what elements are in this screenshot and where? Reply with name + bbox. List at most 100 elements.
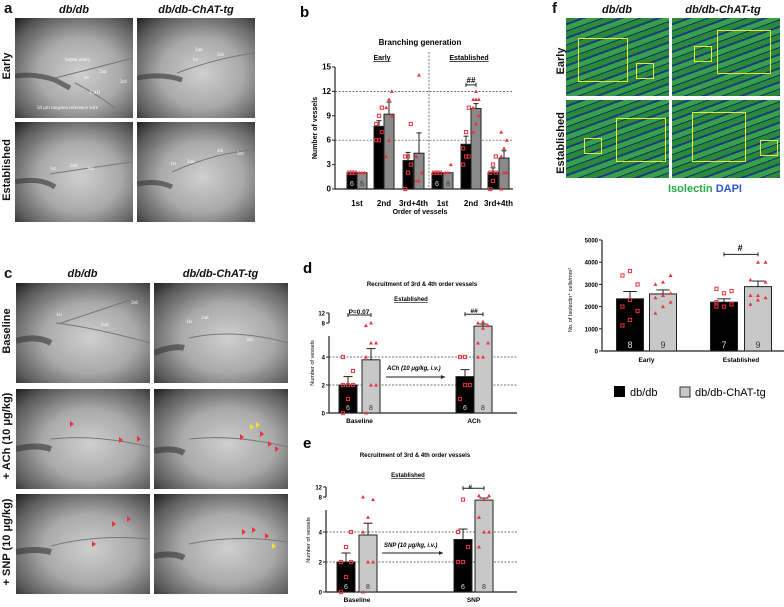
column-title-dbdb: db/db xyxy=(602,4,632,16)
y-tick-label: 4000 xyxy=(585,261,599,267)
significance-label: ## xyxy=(467,76,476,85)
data-point xyxy=(467,382,473,388)
data-point xyxy=(455,559,461,565)
data-point xyxy=(486,323,491,328)
data-point xyxy=(387,97,391,102)
data-point xyxy=(340,410,346,416)
data-point xyxy=(502,170,506,175)
data-point xyxy=(504,170,509,175)
data-point xyxy=(417,178,421,183)
chart-b-group-early: Early xyxy=(373,55,390,62)
label-second: 2nd xyxy=(101,323,109,328)
bar-db-db xyxy=(487,172,499,190)
legend: db/db db/db-ChAT-tg xyxy=(614,386,766,399)
y-tick-label: 4 xyxy=(319,531,323,537)
bar-db-db-chat-tg xyxy=(413,152,425,190)
data-point xyxy=(476,545,481,549)
data-point xyxy=(502,146,506,150)
data-point xyxy=(348,559,354,565)
data-point xyxy=(350,382,356,388)
data-point xyxy=(448,162,453,167)
chart-f-ylabel: No. of Isolectin⁺ cells/mm² xyxy=(567,268,574,333)
data-point xyxy=(729,288,734,294)
y-tick-label: 3000 xyxy=(585,283,599,289)
data-point xyxy=(461,162,466,167)
data-point xyxy=(443,170,448,175)
x-category-label: 3rd+4th xyxy=(484,199,513,208)
angiogram-ach-dbdb xyxy=(16,389,150,489)
isolectin-image-early-dbdb xyxy=(566,18,669,96)
data-point xyxy=(487,530,492,534)
data-point xyxy=(461,146,466,151)
data-point xyxy=(653,311,658,315)
data-point xyxy=(487,493,492,498)
data-point xyxy=(763,280,768,284)
angiogram-snp-dbdb xyxy=(16,494,150,594)
label-reference-wire: 50 μm tungsten reference wire xyxy=(37,106,98,111)
data-point xyxy=(389,89,394,93)
data-point xyxy=(455,529,461,535)
data-point xyxy=(627,317,633,323)
data-point xyxy=(374,121,379,127)
bar-db-db-chat-tg xyxy=(474,499,494,593)
data-point xyxy=(463,129,469,135)
data-point xyxy=(419,170,424,175)
y-tick-label: 12 xyxy=(322,87,331,96)
data-point xyxy=(384,105,389,110)
data-point xyxy=(369,321,373,325)
data-point xyxy=(493,154,498,159)
data-point xyxy=(374,383,379,387)
data-point xyxy=(417,73,421,77)
y-tick-label: 12 xyxy=(315,486,322,492)
chart-d-subtitle: Established xyxy=(394,297,428,303)
chart-e-annotation-hash: # xyxy=(468,484,472,491)
label-third: 3rd xyxy=(120,80,127,85)
bar-db-db xyxy=(431,172,443,190)
panel-label-b: b xyxy=(300,4,309,21)
stain-isolectin: Isolectin xyxy=(668,183,713,195)
data-point xyxy=(748,302,753,306)
isolectin-image-early-chat xyxy=(672,18,780,96)
x-category-label: Baseline xyxy=(346,418,373,425)
data-point xyxy=(403,186,408,192)
data-point xyxy=(620,273,625,278)
data-point xyxy=(476,493,481,498)
sample-size-label: 8 xyxy=(369,405,373,412)
data-point xyxy=(466,154,471,159)
data-point xyxy=(475,321,480,325)
data-point xyxy=(387,138,391,142)
data-point xyxy=(462,354,468,360)
chart-b-title: Branching generation xyxy=(379,38,462,47)
y-tick-label: 0 xyxy=(595,350,599,356)
data-point xyxy=(360,530,365,534)
data-point xyxy=(653,282,658,286)
data-point xyxy=(620,323,625,328)
label-third: 3rd xyxy=(217,53,224,58)
data-point xyxy=(661,280,665,284)
angiogram-snp-chat xyxy=(154,494,288,594)
data-point xyxy=(481,326,485,330)
sample-size-label: 8 xyxy=(627,340,632,350)
x-category-label: 2nd xyxy=(464,199,478,208)
label-first: 1st xyxy=(192,58,198,63)
y-tick-label: 2 xyxy=(319,561,323,567)
data-point xyxy=(360,170,364,175)
label-septal-artery: Septal artery xyxy=(65,58,91,63)
label-fourth: 4th xyxy=(217,149,224,154)
label-lad: LAD xyxy=(90,91,101,96)
column-title-chat: db/db-ChAT-tg xyxy=(158,4,234,16)
y-tick-label: 6 xyxy=(327,136,332,145)
panel-label-a: a xyxy=(4,0,13,17)
x-category-label: 3rd+4th xyxy=(399,199,428,208)
data-point xyxy=(363,355,368,359)
data-point xyxy=(476,97,481,102)
data-point xyxy=(635,282,640,287)
data-point xyxy=(481,355,485,359)
data-point xyxy=(348,529,354,535)
data-point xyxy=(363,411,368,415)
sample-size-label: 8 xyxy=(446,181,450,188)
data-point xyxy=(369,341,373,345)
label-first: 1st xyxy=(56,313,62,318)
label-second: 2nd xyxy=(99,70,107,75)
chart-b-group-established: Established xyxy=(449,55,488,62)
